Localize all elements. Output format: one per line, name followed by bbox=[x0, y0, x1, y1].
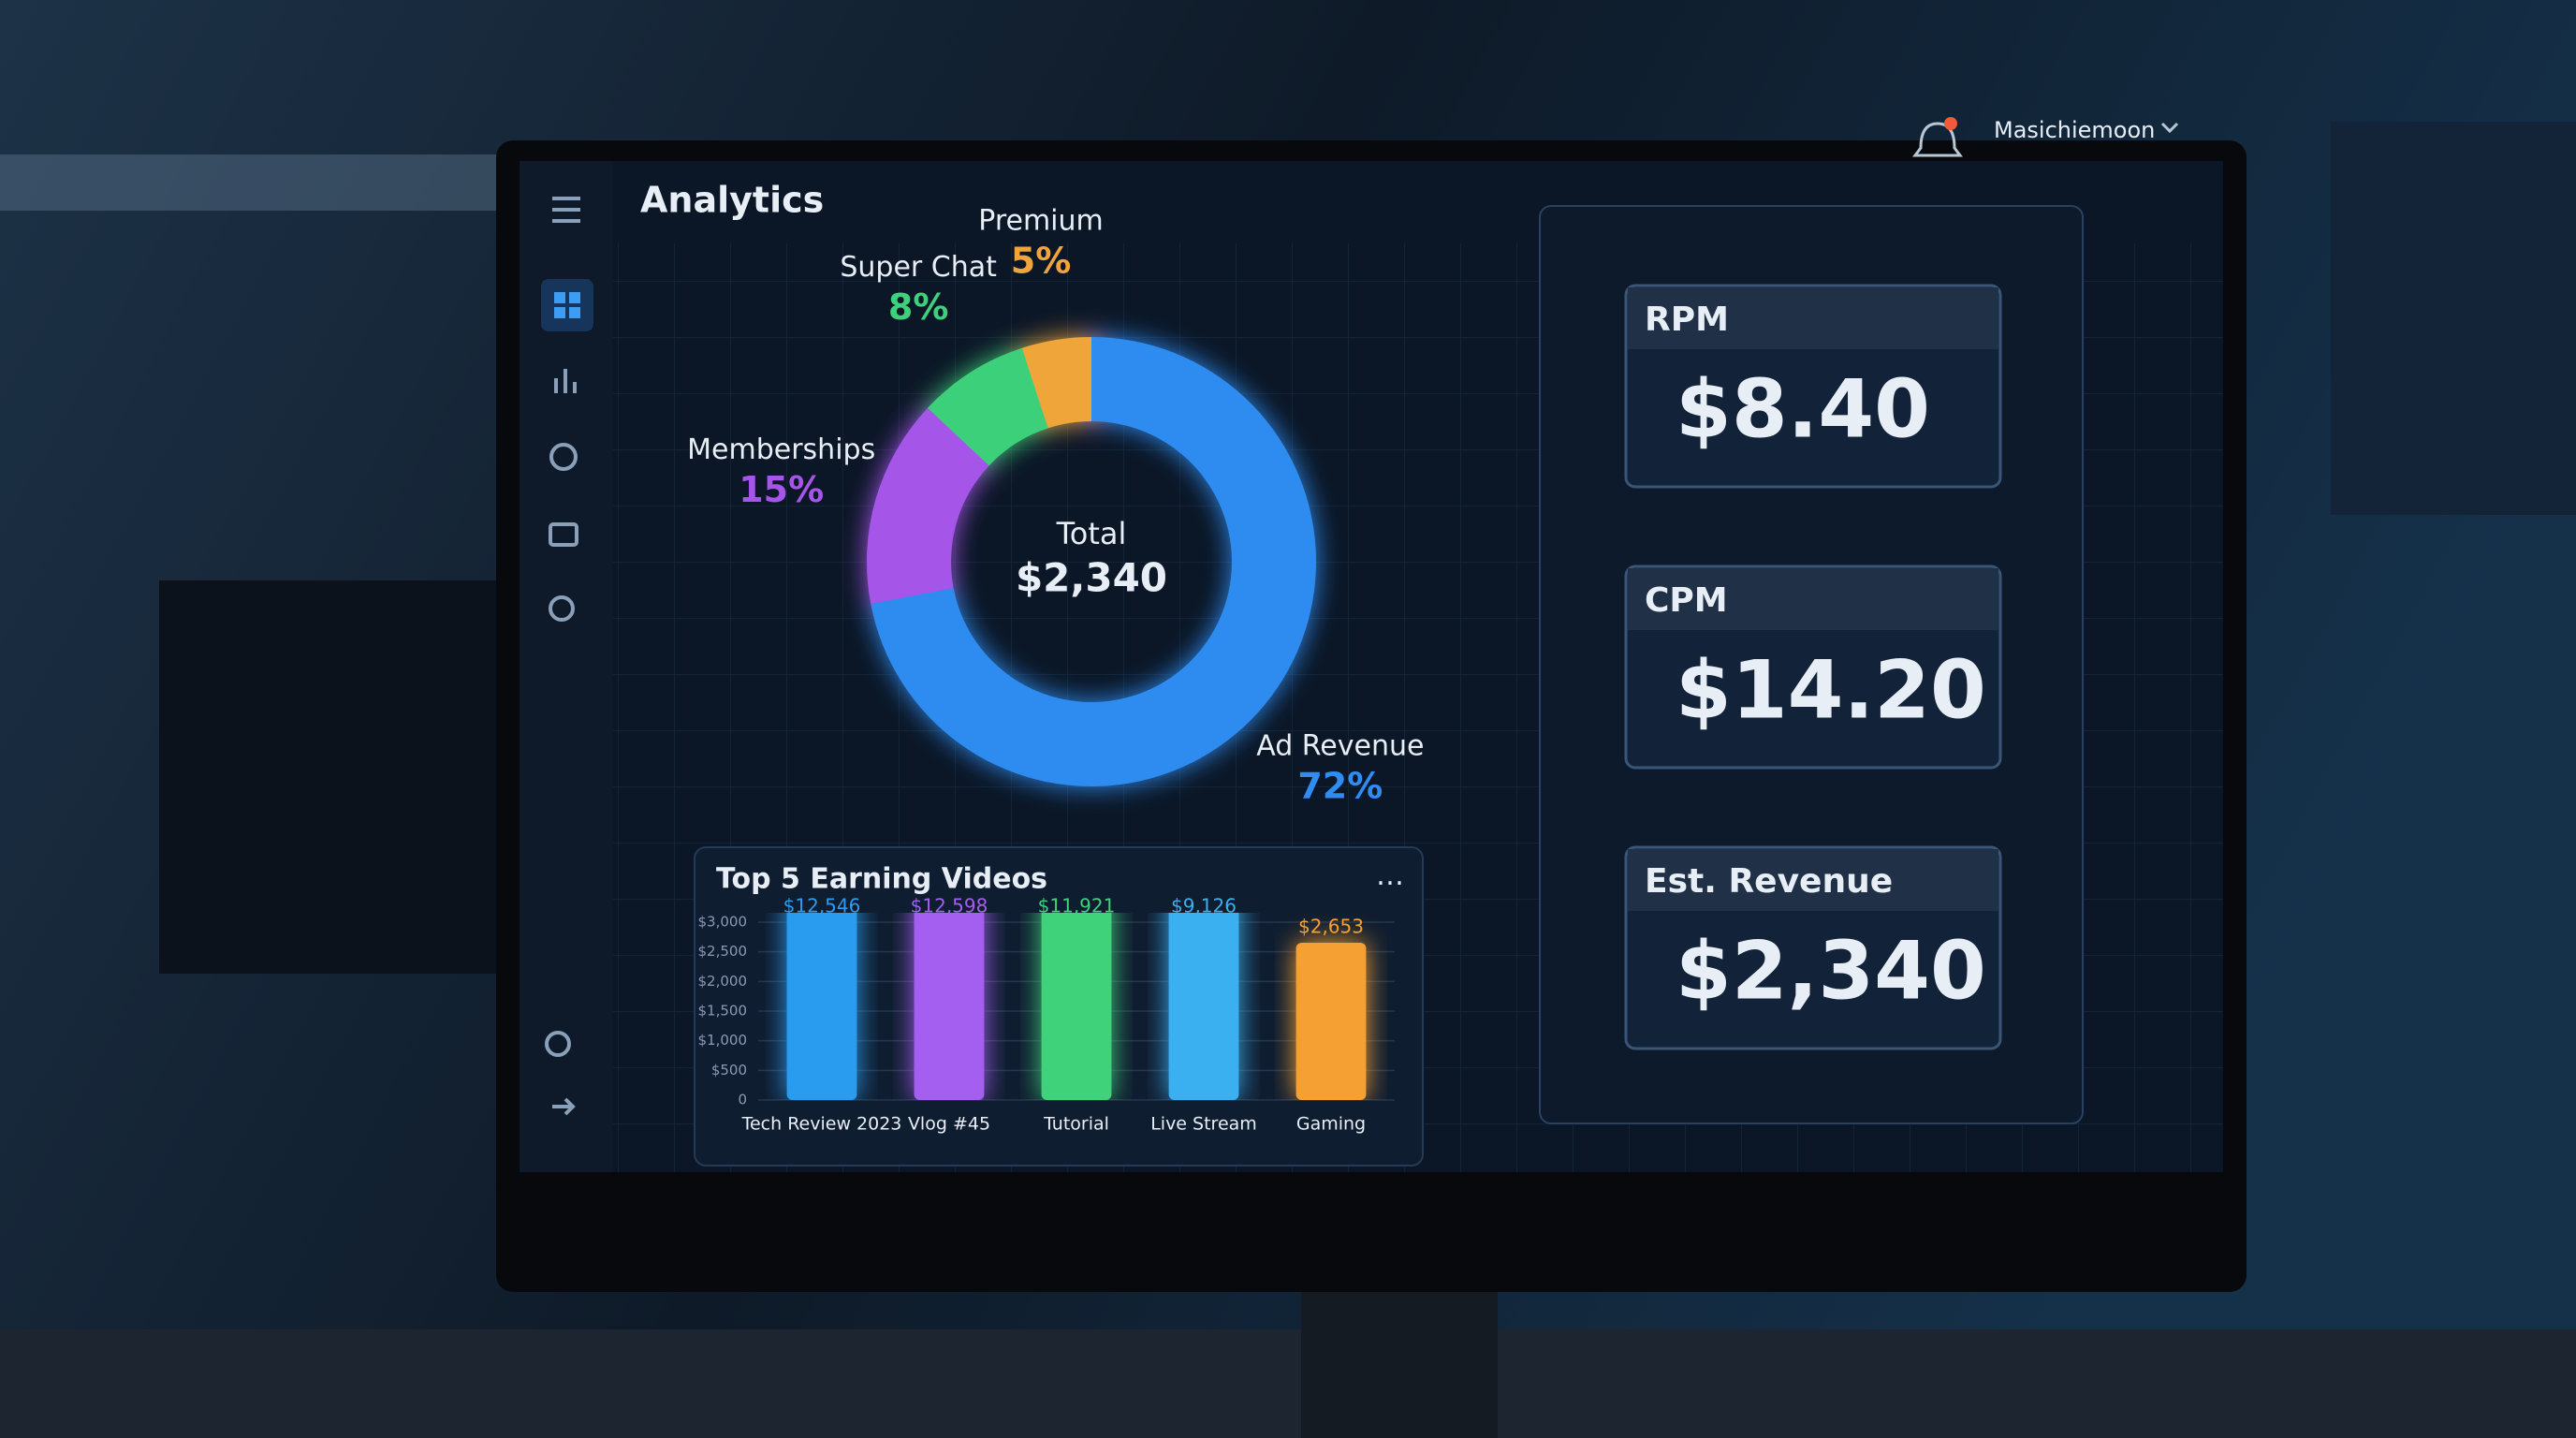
segment-label: Super Chat bbox=[840, 251, 997, 284]
bar-value-label: $11,921 bbox=[1038, 895, 1116, 917]
metric-value: $8.40 bbox=[1676, 362, 1930, 456]
briefcase-icon[interactable] bbox=[549, 522, 578, 547]
donut-segment bbox=[871, 337, 1317, 786]
background-monitor bbox=[2331, 122, 2576, 515]
desk bbox=[0, 1329, 2576, 1438]
metric-card-header bbox=[1628, 568, 1998, 630]
bars bbox=[786, 913, 1367, 1100]
segment-value-label: 8% bbox=[888, 286, 949, 328]
bar bbox=[1295, 942, 1367, 1100]
y-tick-label: $500 bbox=[711, 1062, 747, 1078]
segment-label: Premium bbox=[978, 205, 1104, 238]
bar-chart-title: Top 5 Earning Videos bbox=[716, 863, 1047, 896]
sidebar-icons[interactable] bbox=[541, 197, 593, 1116]
bar bbox=[1168, 913, 1239, 1100]
bar bbox=[1041, 913, 1112, 1100]
segment-value-label: 15% bbox=[739, 469, 824, 510]
cards: RPM $8.40 CPM $14.20 Est. Revenue $2,340 bbox=[1624, 284, 2002, 1050]
bar bbox=[914, 913, 985, 1100]
menu-icon[interactable] bbox=[552, 197, 580, 223]
donut-segment bbox=[867, 407, 989, 604]
metric-label: CPM bbox=[1645, 581, 1728, 620]
stats-icon[interactable] bbox=[554, 369, 577, 393]
x-tick-label: Gaming bbox=[1296, 1114, 1366, 1135]
notification-badge bbox=[1944, 117, 1957, 130]
y-tick-label: $1,000 bbox=[698, 1032, 748, 1049]
x-tick-label: Vlog #45 bbox=[908, 1114, 990, 1135]
bar-value-label: $12,546 bbox=[783, 895, 861, 917]
more-menu[interactable]: ⋯ bbox=[1376, 867, 1404, 900]
donut-segment bbox=[928, 347, 1048, 466]
user-dropdown[interactable] bbox=[2160, 122, 2179, 134]
logout-icon[interactable] bbox=[552, 1097, 576, 1116]
settings-icon[interactable] bbox=[549, 595, 575, 622]
segment-label: Memberships bbox=[687, 433, 875, 466]
donut-center-value: $2,340 bbox=[1016, 555, 1167, 601]
y-tick-label: $3,000 bbox=[698, 914, 748, 931]
segment-value-label: 5% bbox=[1011, 241, 1072, 282]
donut-segment bbox=[1021, 337, 1091, 429]
user-name[interactable]: Masichiemoon bbox=[1994, 117, 2155, 143]
donut bbox=[867, 337, 1317, 786]
metric-card-header bbox=[1628, 287, 1998, 349]
y-tick-label: $2,000 bbox=[698, 973, 748, 990]
bar bbox=[786, 913, 857, 1100]
segment-label: Ad Revenue bbox=[1256, 729, 1424, 762]
y-tick-label: 0 bbox=[738, 1092, 747, 1108]
metric-value: $2,340 bbox=[1676, 924, 1986, 1018]
ceiling-light bbox=[0, 154, 505, 211]
bar-value-label: $9,126 bbox=[1171, 895, 1237, 917]
background-monitor bbox=[159, 580, 496, 974]
x-tick-label: Tech Review 2023 bbox=[741, 1114, 902, 1135]
metric-label: Est. Revenue bbox=[1645, 862, 1893, 901]
donut-center-label: Total bbox=[1056, 516, 1127, 551]
settings-icon[interactable] bbox=[545, 1031, 571, 1057]
notification-icon[interactable] bbox=[1912, 122, 1963, 157]
metric-value: $14.20 bbox=[1676, 643, 1986, 737]
segment-value-label: 72% bbox=[1297, 765, 1383, 806]
dashboard-icon-bg[interactable] bbox=[541, 279, 593, 331]
bar-value-label: $2,653 bbox=[1298, 915, 1364, 937]
x-tick-label: Tutorial bbox=[1043, 1114, 1109, 1135]
dashboard-icon[interactable] bbox=[554, 292, 580, 318]
y-tick-label: $1,500 bbox=[698, 1003, 748, 1020]
page-title: Analytics bbox=[640, 180, 824, 221]
metric-label: RPM bbox=[1645, 301, 1729, 339]
metric-card-header bbox=[1628, 849, 1998, 911]
bar-value-label: $12,598 bbox=[911, 895, 988, 917]
y-tick-label: $2,500 bbox=[698, 943, 748, 960]
x-tick-label: Live Stream bbox=[1150, 1114, 1257, 1135]
explore-icon[interactable] bbox=[549, 443, 578, 471]
